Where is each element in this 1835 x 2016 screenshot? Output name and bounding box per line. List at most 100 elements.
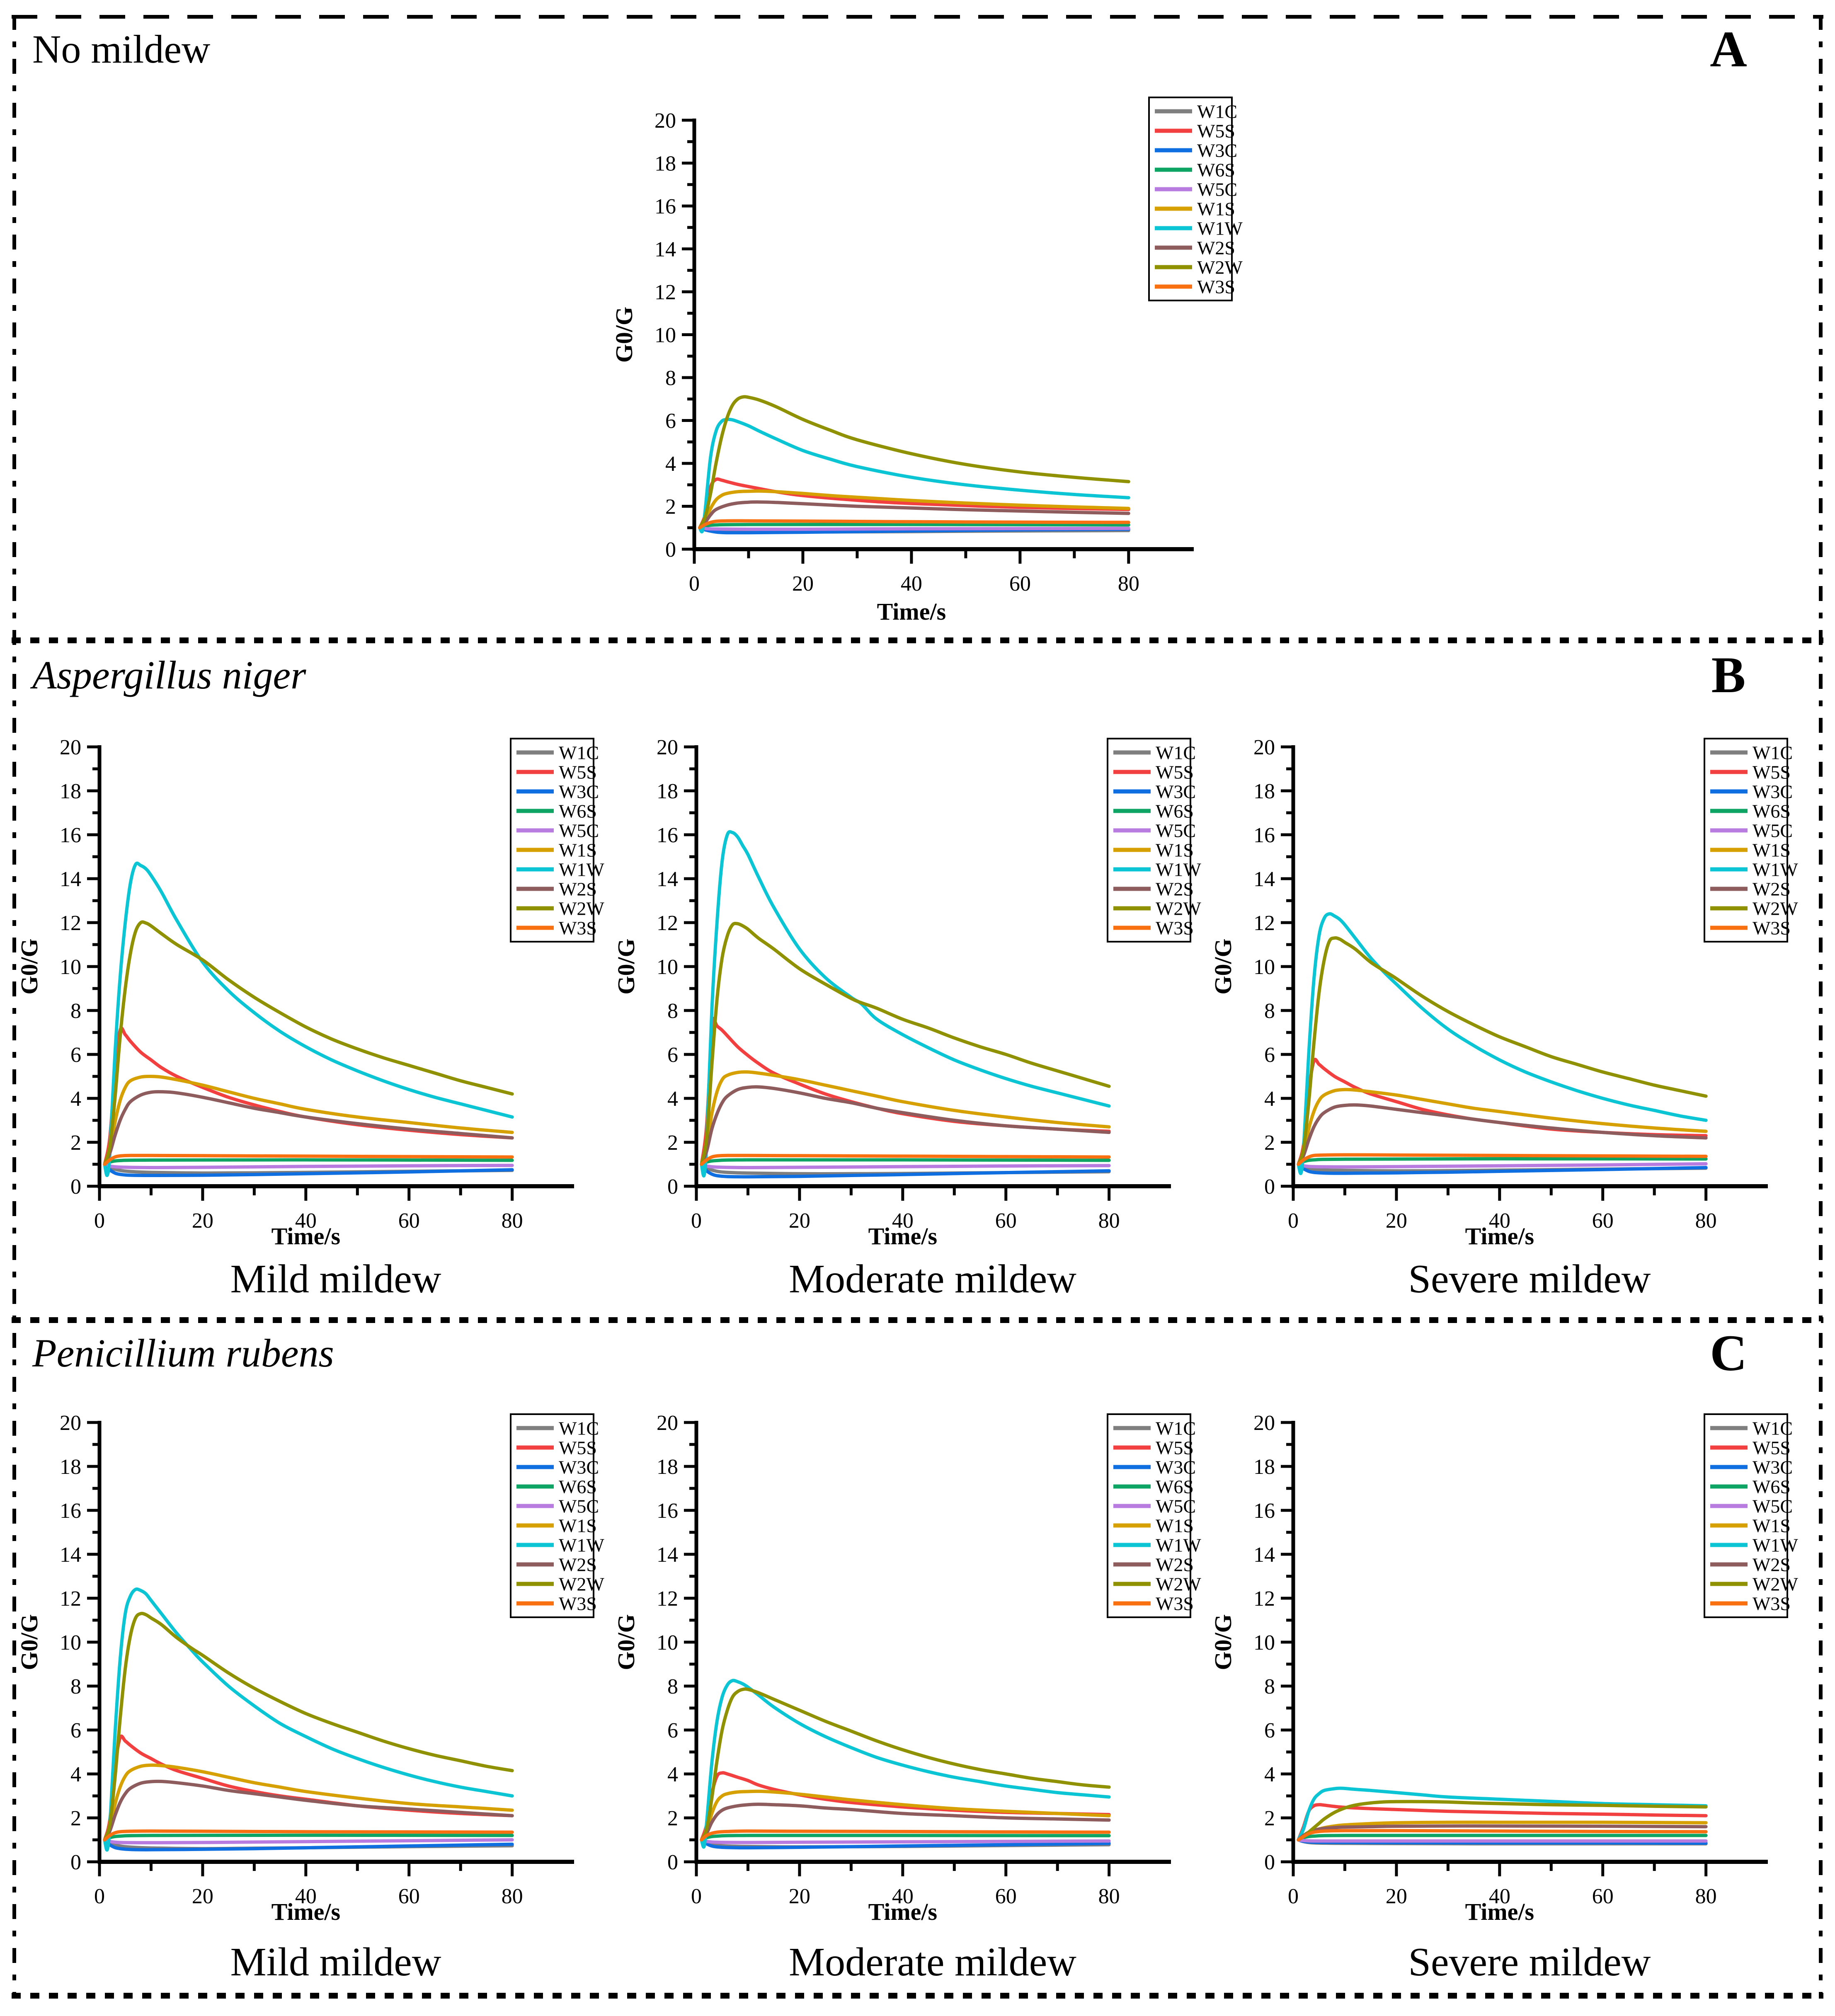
svg-text:20: 20	[654, 109, 676, 133]
svg-text:40: 40	[901, 572, 922, 596]
series-W1W	[700, 1679, 1111, 1849]
svg-text:20: 20	[60, 1411, 81, 1435]
svg-text:0: 0	[1288, 1209, 1299, 1233]
legend-label-W1W: W1W	[1197, 218, 1243, 239]
series-W2W	[103, 920, 514, 1166]
svg-text:2: 2	[667, 1807, 678, 1830]
legend-label-W6S: W6S	[1197, 160, 1235, 181]
border-right	[1819, 15, 1823, 1999]
legend-label-W6S: W6S	[1753, 801, 1791, 822]
svg-text:4: 4	[667, 1087, 678, 1111]
chart-penicillium-moderate: 0 2 4 6 8 10 12 14 16 18 20 0 20 40 60 80 Time/s G0/G W1C W…	[613, 1398, 1206, 1949]
legend-label-W1W: W1W	[1753, 1535, 1798, 1556]
series-W1S	[698, 489, 1130, 530]
series-W2W	[1297, 1800, 1708, 1842]
svg-text:18: 18	[654, 152, 676, 176]
legend-label-W5C: W5C	[559, 1496, 599, 1517]
legend-label-W3S: W3S	[1753, 918, 1791, 939]
svg-text:60: 60	[995, 1209, 1017, 1233]
legend-label-W1C: W1C	[559, 742, 599, 763]
caption-b-moderate: Moderate mildew	[789, 1257, 1076, 1301]
svg-text:20: 20	[657, 1411, 678, 1435]
series-W2S	[700, 1803, 1111, 1842]
legend-label-W2W: W2W	[1753, 1574, 1798, 1595]
chart-penicillium-severe: 0 2 4 6 8 10 12 14 16 18 20 0 20 40 60 80 Time/s G0/G W1C W…	[1210, 1398, 1803, 1949]
legend-label-W6S: W6S	[1156, 801, 1194, 822]
caption-c-severe: Severe mildew	[1408, 1940, 1651, 1984]
panel-a-letter: A	[1710, 21, 1747, 78]
svg-text:12: 12	[657, 911, 678, 935]
x-axis-title: Time/s	[1465, 1898, 1534, 1925]
legend-label-W1W: W1W	[1156, 1535, 1201, 1556]
svg-text:4: 4	[667, 1763, 678, 1786]
svg-text:8: 8	[1264, 1675, 1275, 1699]
svg-text:0: 0	[1264, 1851, 1275, 1874]
svg-text:80: 80	[1695, 1209, 1717, 1233]
svg-text:0: 0	[667, 1175, 678, 1199]
legend-label-W1S: W1S	[559, 840, 597, 861]
svg-text:0: 0	[94, 1209, 105, 1233]
legend-label-W3S: W3S	[1753, 1593, 1791, 1614]
panel-c-letter: C	[1710, 1325, 1747, 1381]
series-W2S	[103, 1779, 514, 1842]
svg-text:4: 4	[1264, 1087, 1275, 1111]
series-W6S	[700, 1834, 1111, 1842]
legend-label-W6S: W6S	[1156, 1476, 1194, 1497]
legend-label-W5C: W5C	[1753, 820, 1793, 841]
legend-label-W2W: W2W	[1156, 898, 1201, 919]
legend-label-W5S: W5S	[1753, 762, 1791, 783]
svg-text:20: 20	[657, 736, 678, 759]
svg-text:16: 16	[60, 824, 81, 847]
series-W1S	[700, 1070, 1111, 1166]
legend-label-W5S: W5S	[1156, 1437, 1194, 1459]
series-W2W	[103, 1611, 514, 1842]
legend-label-W1S: W1S	[1156, 1515, 1194, 1536]
svg-text:40: 40	[1489, 1885, 1510, 1908]
panel-b-letter: B	[1711, 647, 1746, 703]
legend-label-W5S: W5S	[559, 762, 597, 783]
chart-no-mildew: 0 2 4 6 8 10 12 14 16 18 20 0 20 40 60 80 Time/s G0/G W1C W…	[589, 75, 1248, 638]
legend-label-W1C: W1C	[1156, 1418, 1196, 1439]
series-W3S	[700, 1829, 1111, 1842]
legend-label-W2S: W2S	[1156, 879, 1194, 900]
legend-label-W3C: W3C	[1156, 1457, 1196, 1478]
border-top	[12, 15, 1823, 19]
svg-text:16: 16	[1253, 1499, 1275, 1523]
svg-text:60: 60	[995, 1885, 1017, 1908]
legend-label-W2W: W2W	[559, 898, 604, 919]
y-axis-title: G0/G	[1210, 938, 1236, 994]
chart-aspergillus-mild: 0 2 4 6 8 10 12 14 16 18 20 0 20 40 60 80 Time/s G0/G W1C W…	[17, 722, 609, 1273]
svg-text:20: 20	[789, 1885, 810, 1908]
svg-text:0: 0	[94, 1885, 105, 1908]
svg-text:60: 60	[1592, 1885, 1614, 1908]
svg-text:8: 8	[667, 1675, 678, 1699]
series-W2W	[1297, 936, 1708, 1166]
caption-c-moderate: Moderate mildew	[789, 1940, 1076, 1984]
svg-text:10: 10	[60, 955, 81, 979]
svg-text:2: 2	[667, 1131, 678, 1155]
series-W2S	[103, 1090, 514, 1166]
series-W1S	[1297, 1088, 1708, 1166]
series-W1S	[700, 1789, 1111, 1842]
series-W5S	[103, 1734, 514, 1842]
series-W5C	[103, 1838, 514, 1844]
svg-text:14: 14	[1253, 1543, 1275, 1567]
legend-label-W3S: W3S	[1197, 276, 1235, 298]
series-W1S	[103, 1074, 514, 1166]
svg-text:10: 10	[657, 1631, 678, 1655]
svg-text:0: 0	[691, 1209, 702, 1233]
legend-label-W6S: W6S	[559, 1476, 597, 1497]
svg-text:12: 12	[1253, 1587, 1275, 1611]
svg-text:40: 40	[295, 1209, 317, 1233]
series-W5C	[700, 1163, 1111, 1169]
panel-divider-ab	[12, 637, 1823, 643]
legend-label-W3C: W3C	[1753, 1457, 1793, 1478]
svg-text:20: 20	[192, 1209, 213, 1233]
legend-label-W1C: W1C	[1197, 101, 1237, 122]
series-W2S	[698, 500, 1130, 530]
series-W2W	[698, 395, 1130, 530]
series-W2W	[700, 921, 1111, 1166]
svg-text:80: 80	[502, 1885, 523, 1908]
